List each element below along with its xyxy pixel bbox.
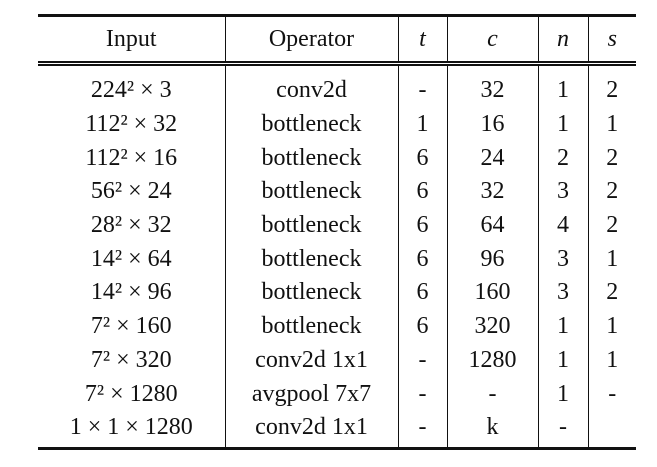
header-row: Input Operator t c n s [38, 15, 636, 66]
table-cell: - [397, 410, 447, 449]
table-cell: 2 [587, 175, 636, 209]
table-cell: 2 [587, 208, 636, 243]
table-cell: 2 [587, 141, 636, 176]
table-cell: 1 × 1 × 1280 [69, 414, 193, 441]
table-cell: 1 [537, 107, 588, 142]
table-cell: 1 [397, 107, 447, 142]
table-cell: bottleneck [224, 276, 398, 310]
header-cell: Input [38, 15, 225, 66]
table-cell: 1280 [446, 343, 538, 378]
table-cell: bottleneck [224, 141, 398, 176]
table-cell: avgpool 7x7 [224, 377, 398, 411]
architecture-table: Input Operator t c n s 224² × 3 conv2d -32 1 2 112… [38, 14, 636, 450]
table-row: 14² × 96 bottleneck 6 160 3 2 [38, 276, 636, 310]
table-cell: 32 [446, 175, 538, 209]
table-cell: 6 [397, 309, 447, 344]
table-cell: 16 [446, 107, 538, 142]
table-cell: 96 [446, 242, 538, 277]
table-row: 112² × 16 bottleneck 6 24 2 2 [38, 141, 636, 176]
table-row: 224² × 3 conv2d -32 1 2 [38, 63, 636, 108]
table-cell: - [587, 377, 636, 411]
table-cell: conv2d 1x1 [224, 343, 398, 378]
table-cell: bottleneck [224, 242, 398, 277]
table-cell: 14² × 64 [90, 245, 172, 272]
table-cell: - [397, 63, 447, 108]
table-cell: 6 [397, 141, 447, 176]
table-cell: 3 [537, 276, 588, 310]
table-cell: 6 [397, 276, 447, 310]
table-cell: 4 [537, 208, 588, 243]
table-cell: conv2d [224, 63, 398, 108]
table-cell: - [397, 377, 447, 411]
table-cell: 6 [397, 175, 447, 209]
table-cell: - [446, 377, 538, 411]
table-cell: 2 [587, 276, 636, 310]
table-cell: bottleneck [224, 107, 398, 142]
table-cell: 32 [446, 63, 538, 108]
table-cell: 7² × 1280 [84, 380, 178, 407]
table-cell: 1 [587, 242, 636, 277]
table-cell: 3 [537, 242, 588, 277]
table-row: 7² × 320 conv2d 1x1-1280 1 1 [38, 343, 636, 378]
table-cell: 2 [587, 63, 636, 108]
table-cell [587, 410, 636, 449]
table-cell: 1 [537, 377, 588, 411]
table-cell: 28² × 32 [90, 212, 172, 239]
table-body: 224² × 3 conv2d -32 1 2 112² × 32 bottleneck 1 1… [38, 63, 636, 449]
table-header: Input Operator t c n s [38, 15, 636, 66]
table-cell: 112² × 32 [85, 111, 178, 138]
table-cell: 7² × 160 [90, 313, 172, 340]
table-cell: 3 [537, 175, 588, 209]
table-cell: bottleneck [224, 175, 398, 209]
table-cell: 1 [537, 343, 588, 378]
table-cell: 160 [446, 276, 538, 310]
table-cell: 24 [446, 141, 538, 176]
table-row: 7² × 160 bottleneck 6 320 1 1 [38, 309, 636, 344]
table-cell: bottleneck [224, 309, 398, 344]
header-cell: s [587, 15, 636, 66]
header-cell: c [446, 15, 538, 66]
table-cell: 320 [446, 309, 538, 344]
table-cell: 2 [537, 141, 588, 176]
table-cell: 6 [397, 242, 447, 277]
table-cell: 1 [587, 343, 636, 378]
table-row: 7² × 1280 avgpool 7x7- -1- [38, 377, 636, 411]
table-cell: bottleneck [224, 208, 398, 243]
table-cell: 112² × 16 [85, 144, 178, 171]
table-row: 28² × 32 bottleneck 6 64 4 2 [38, 208, 636, 243]
table-cell: 56² × 24 [90, 178, 172, 205]
table-row: 112² × 32 bottleneck 1 16 1 1 [38, 107, 636, 142]
table-row: 1 × 1 × 1280 conv2d 1x1- k - [38, 410, 636, 449]
table-cell: 1 [537, 63, 588, 108]
table-row: 14² × 64 bottleneck 6 96 3 1 [38, 242, 636, 277]
table-cell: k [446, 410, 538, 449]
table-cell: - [397, 343, 447, 378]
header-cell: t [397, 15, 447, 66]
table-cell: 224² × 3 [90, 77, 172, 104]
table-cell: 6 [397, 208, 447, 243]
table-cell: 64 [446, 208, 538, 243]
table-cell: 1 [587, 107, 636, 142]
header-cell: n [537, 15, 588, 66]
header-cell: Operator [224, 15, 398, 66]
table-cell: 1 [537, 309, 588, 344]
table-cell: - [537, 410, 588, 449]
table-cell: 7² × 320 [90, 346, 172, 373]
table-cell: 1 [587, 309, 636, 344]
table-cell: 14² × 96 [90, 279, 172, 306]
table-row: 56² × 24 bottleneck 6 32 3 2 [38, 175, 636, 209]
table-cell: conv2d 1x1 [224, 410, 398, 449]
